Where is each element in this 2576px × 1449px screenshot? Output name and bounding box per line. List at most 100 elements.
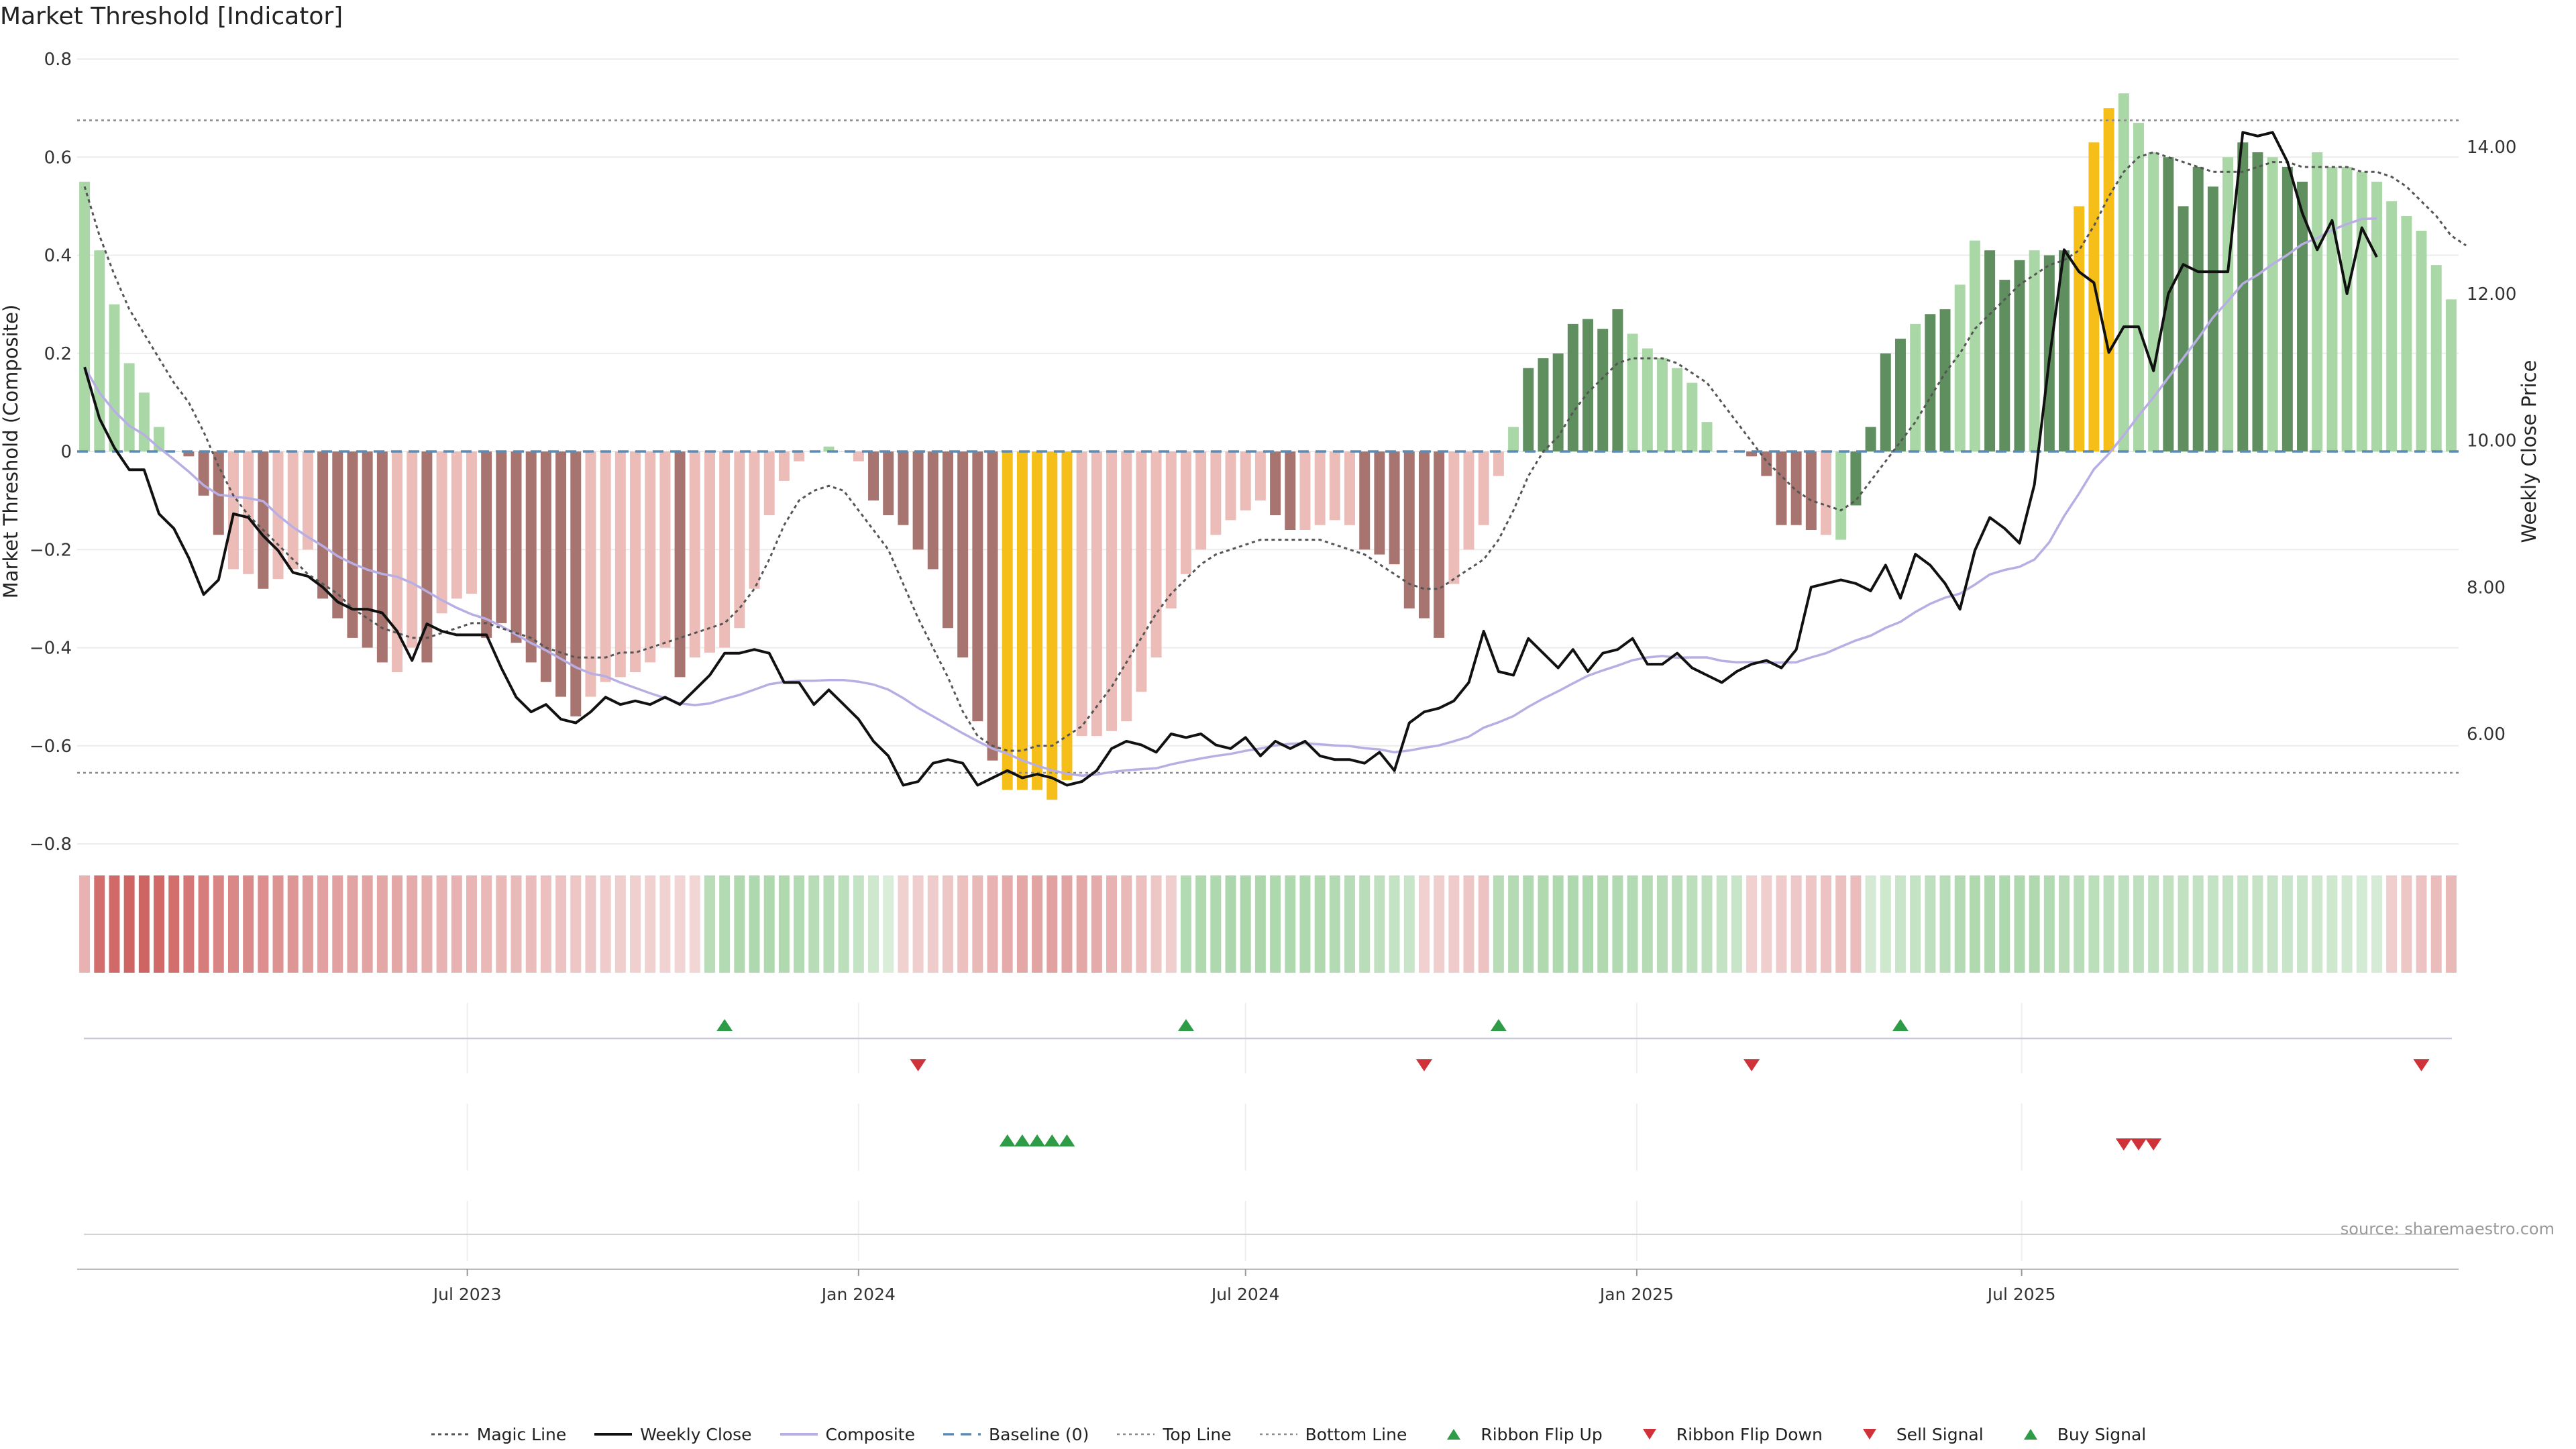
composite-bar [2222,157,2234,451]
composite-bar [481,451,492,638]
composite-bar [957,451,969,658]
ribbon-cell [763,875,775,973]
ribbon-cell [109,875,120,973]
sell-signal-marker [2145,1138,2162,1150]
ribbon-cell [407,875,418,973]
composite-bar [972,451,983,722]
composite-bar [1225,451,1236,521]
composite-bar [1329,451,1340,521]
ribbon-cell [2118,875,2129,973]
ribbon-cell [1939,875,1951,973]
composite-bar [1046,451,1058,800]
composite-bar [1805,451,1817,530]
composite-bar [2074,206,2085,451]
ribbon-cell [1790,875,1802,973]
ribbon-cell [2237,875,2249,973]
y-tick-label: 0.4 [44,246,72,266]
ribbon-cell [1448,875,1460,973]
ribbon-cell [2401,875,2412,973]
ribbon-cell [1165,875,1177,973]
composite-bar [823,446,835,451]
composite-bar [1552,353,1564,451]
composite-bar [1463,451,1474,550]
red-down-triangle-icon [1642,1429,1656,1440]
ribbon-cell [555,875,567,973]
composite-bar [2103,108,2114,451]
composite-bar [1002,451,1013,790]
composite-bar [778,451,790,481]
ribbon-cell [317,875,329,973]
ribbon-cell [1835,875,1847,973]
composite-bar [1254,451,1266,501]
ribbon-flip-up-marker [1892,1019,1909,1031]
green-up-triangle-icon [1447,1429,1461,1440]
ribbon-cell [1984,875,1996,973]
ribbon-cell [466,875,477,973]
weekly-close-line [83,131,2378,787]
chart-legend: Magic Line Weekly Close Composite Baseline … [0,1421,2576,1448]
buy-signal-marker [1059,1134,1075,1146]
composite-bar [600,451,611,682]
composite-bar [2297,181,2308,451]
ribbon-cell [883,875,894,973]
ribbon-cell [1002,875,1013,973]
composite-bar [1894,338,1906,451]
ribbon-cell [1508,875,1519,973]
composite-bar [94,250,105,451]
composite-bar [1389,451,1400,565]
y-tick-label: −0.8 [30,835,72,855]
ribbon-cell [704,875,715,973]
ribbon-cell [123,875,135,973]
composite-bar [1686,382,1698,451]
ribbon-cell [1195,875,1207,973]
ribbon-cell [287,875,299,973]
composite-bar [2237,142,2249,451]
composite-bar [1434,451,1445,638]
composite-bar [853,451,864,462]
ribbon-cell [957,875,969,973]
ribbon-cell [1701,875,1713,973]
composite-line [83,217,2377,777]
composite-bar [912,451,924,550]
composite-bar [942,451,953,629]
ribbon-cell [1686,875,1698,973]
ribbon-cell [1894,875,1906,973]
buy-signal-marker [1014,1134,1030,1146]
ribbon-cell [2043,875,2055,973]
ribbon-cell [2074,875,2085,973]
legend-label: Top Line [1163,1424,1232,1444]
composite-bar [2356,172,2367,451]
y-tick-label: 0 [60,442,72,462]
composite-bar [1850,451,1862,506]
ribbon-cell [585,875,596,973]
ribbon-cell [1582,875,1594,973]
composite-bar [436,451,447,614]
buy-signal-marker [1044,1134,1061,1146]
composite-bar [1999,280,2010,451]
composite-bar [2445,299,2457,451]
x-tick-label: Jul 2024 [1210,1285,1280,1304]
composite-bar [302,451,313,550]
ribbon-cell [1642,875,1653,973]
composite-bar [466,451,477,594]
composite-bar [1091,451,1102,737]
composite-bar [198,451,209,496]
y-tick-label: −0.4 [30,639,72,659]
ribbon-cell [2386,875,2398,973]
ribbon-cell [2430,875,2442,973]
composite-bar [392,451,403,673]
composite-bar [1032,451,1043,790]
composite-bar [496,451,507,623]
ribbon-cell [689,875,700,973]
ribbon-flip-down-marker [1743,1059,1760,1071]
ribbon-cell [183,875,195,973]
composite-bar [2192,166,2204,451]
sell-signal-marker [2130,1138,2147,1150]
composite-bar [1121,451,1132,722]
composite-bar [1672,368,1683,451]
composite-bar [689,451,700,658]
ribbon-cell [1552,875,1564,973]
composite-bar [317,451,329,599]
composite-bar [645,451,656,663]
ribbon-cell [302,875,313,973]
